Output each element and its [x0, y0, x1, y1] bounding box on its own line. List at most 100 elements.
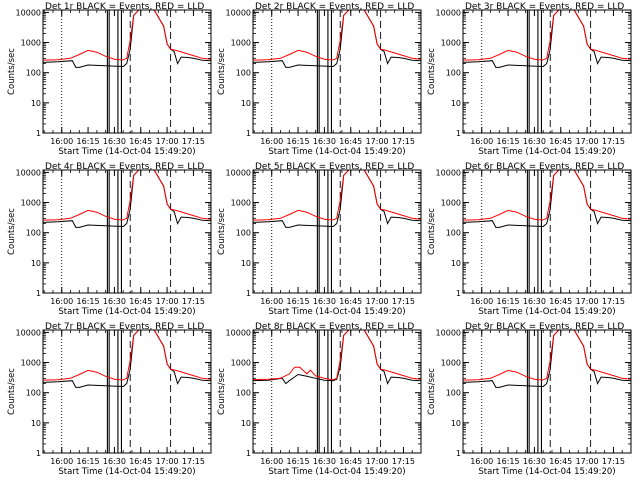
x-tick-label: 16:15: [77, 297, 100, 306]
y-tick-label: 100: [446, 389, 461, 398]
plot-area: [253, 10, 421, 133]
plot-area: [463, 170, 631, 293]
panel-title: Det 4r BLACK = Events, RED = LLD: [45, 162, 204, 172]
y-tick-label: 10000: [226, 8, 251, 17]
y-tick-label: 1: [456, 449, 461, 458]
plot-frame: [252, 169, 422, 294]
x-tick-label: 16:45: [339, 297, 362, 306]
x-axis-label: Start Time (14-Oct-04 15:49:20): [58, 147, 195, 157]
y-tick-label: 10: [451, 259, 461, 268]
y-tick-label: 1: [36, 289, 41, 298]
panel-9: Det 9r BLACK = Events, RED = LLD 1 10 100 10…: [427, 322, 632, 477]
y-axis-label: Counts/sec: [7, 368, 17, 415]
lld-series-line: [253, 170, 421, 221]
y-axis-label: Counts/sec: [217, 48, 227, 95]
y-tick-label: 10000: [226, 168, 251, 177]
x-axis-label: Start Time (14-Oct-04 15:49:20): [268, 467, 405, 477]
x-axis-label: Start Time (14-Oct-04 15:49:20): [268, 147, 405, 157]
y-tick-label: 10: [451, 419, 461, 428]
lld-series-line: [463, 10, 631, 61]
x-tick-label: 16:00: [50, 297, 73, 306]
x-tick-label: 17:15: [182, 137, 205, 146]
x-tick-label: 17:00: [366, 297, 389, 306]
x-tick-label: 16:00: [470, 457, 493, 466]
y-tick-label: 1: [246, 289, 251, 298]
panel-title: Det 9r BLACK = Events, RED = LLD: [465, 322, 624, 332]
x-tick-label: 17:00: [576, 457, 599, 466]
x-tick-label: 17:15: [602, 297, 625, 306]
x-tick-label: 17:00: [576, 297, 599, 306]
y-axis-label: Counts/sec: [7, 208, 17, 255]
y-tick-label: 10: [241, 419, 251, 428]
x-tick-label: 16:15: [287, 457, 310, 466]
x-axis-label: Start Time (14-Oct-04 15:49:20): [478, 147, 615, 157]
lld-series-line: [43, 170, 211, 221]
y-tick-label: 100: [446, 69, 461, 78]
x-tick-label: 16:30: [103, 297, 126, 306]
y-tick-label: 10000: [436, 328, 461, 337]
x-tick-label: 16:15: [77, 137, 100, 146]
plot-area: [43, 170, 211, 293]
x-tick-label: 16:30: [313, 297, 336, 306]
y-tick-label: 1000: [441, 39, 461, 48]
x-tick-label: 16:15: [497, 457, 520, 466]
x-tick-label: 16:15: [287, 137, 310, 146]
y-tick-label: 1000: [441, 199, 461, 208]
x-tick-label: 16:00: [260, 137, 283, 146]
x-tick-label: 17:00: [366, 457, 389, 466]
panel-title: Det 8r BLACK = Events, RED = LLD: [255, 322, 414, 332]
plot-area: [43, 10, 211, 133]
y-tick-label: 1: [36, 129, 41, 138]
y-tick-label: 1000: [21, 39, 41, 48]
y-tick-label: 10000: [16, 8, 41, 17]
x-tick-label: 16:45: [549, 137, 572, 146]
y-tick-label: 1: [456, 129, 461, 138]
x-axis-label: Start Time (14-Oct-04 15:49:20): [478, 467, 615, 477]
plot-frame: [252, 329, 422, 454]
lld-series-line: [253, 10, 421, 61]
x-tick-label: 16:30: [523, 457, 546, 466]
x-tick-label: 16:30: [103, 457, 126, 466]
panel-4: Det 4r BLACK = Events, RED = LLD 1 10 100 10…: [7, 162, 212, 317]
lld-series-line: [43, 10, 211, 61]
lld-series-line: [463, 170, 631, 221]
panel-title: Det 2r BLACK = Events, RED = LLD: [255, 2, 414, 12]
y-tick-label: 10: [31, 419, 41, 428]
x-tick-label: 16:45: [339, 457, 362, 466]
x-tick-label: 17:15: [182, 457, 205, 466]
panel-7: Det 7r BLACK = Events, RED = LLD 1 10 100 10…: [7, 322, 212, 477]
x-tick-label: 16:00: [260, 297, 283, 306]
lld-series-line: [43, 330, 211, 381]
x-tick-label: 17:15: [392, 137, 415, 146]
y-axis-label: Counts/sec: [7, 48, 17, 95]
x-axis-label: Start Time (14-Oct-04 15:49:20): [478, 307, 615, 317]
plot-frame: [252, 9, 422, 134]
plot-frame: [42, 169, 212, 294]
y-tick-label: 1000: [231, 39, 251, 48]
panel-1: Det 1r BLACK = Events, RED = LLD 1 10 100 10…: [7, 2, 212, 157]
y-tick-label: 1000: [231, 359, 251, 368]
y-tick-label: 1: [36, 449, 41, 458]
plot-area: [43, 330, 211, 453]
y-tick-label: 1000: [441, 359, 461, 368]
x-tick-label: 17:00: [366, 137, 389, 146]
x-tick-label: 17:15: [182, 297, 205, 306]
y-axis-label: Counts/sec: [217, 208, 227, 255]
x-tick-label: 16:45: [129, 137, 152, 146]
y-axis-label: Counts/sec: [427, 48, 437, 95]
x-tick-label: 17:00: [156, 137, 179, 146]
plot-frame: [42, 9, 212, 134]
y-tick-label: 1: [246, 129, 251, 138]
y-tick-label: 100: [446, 229, 461, 238]
x-tick-label: 17:15: [602, 137, 625, 146]
panel-title: Det 6r BLACK = Events, RED = LLD: [465, 162, 624, 172]
y-axis-label: Counts/sec: [427, 208, 437, 255]
lld-series-line: [253, 330, 421, 381]
x-tick-label: 16:30: [313, 137, 336, 146]
x-tick-label: 16:30: [523, 137, 546, 146]
y-tick-label: 10000: [436, 8, 461, 17]
plot-frame: [462, 329, 632, 454]
x-tick-label: 16:15: [287, 297, 310, 306]
panel-5: Det 5r BLACK = Events, RED = LLD 1 10 100 10…: [217, 162, 422, 317]
